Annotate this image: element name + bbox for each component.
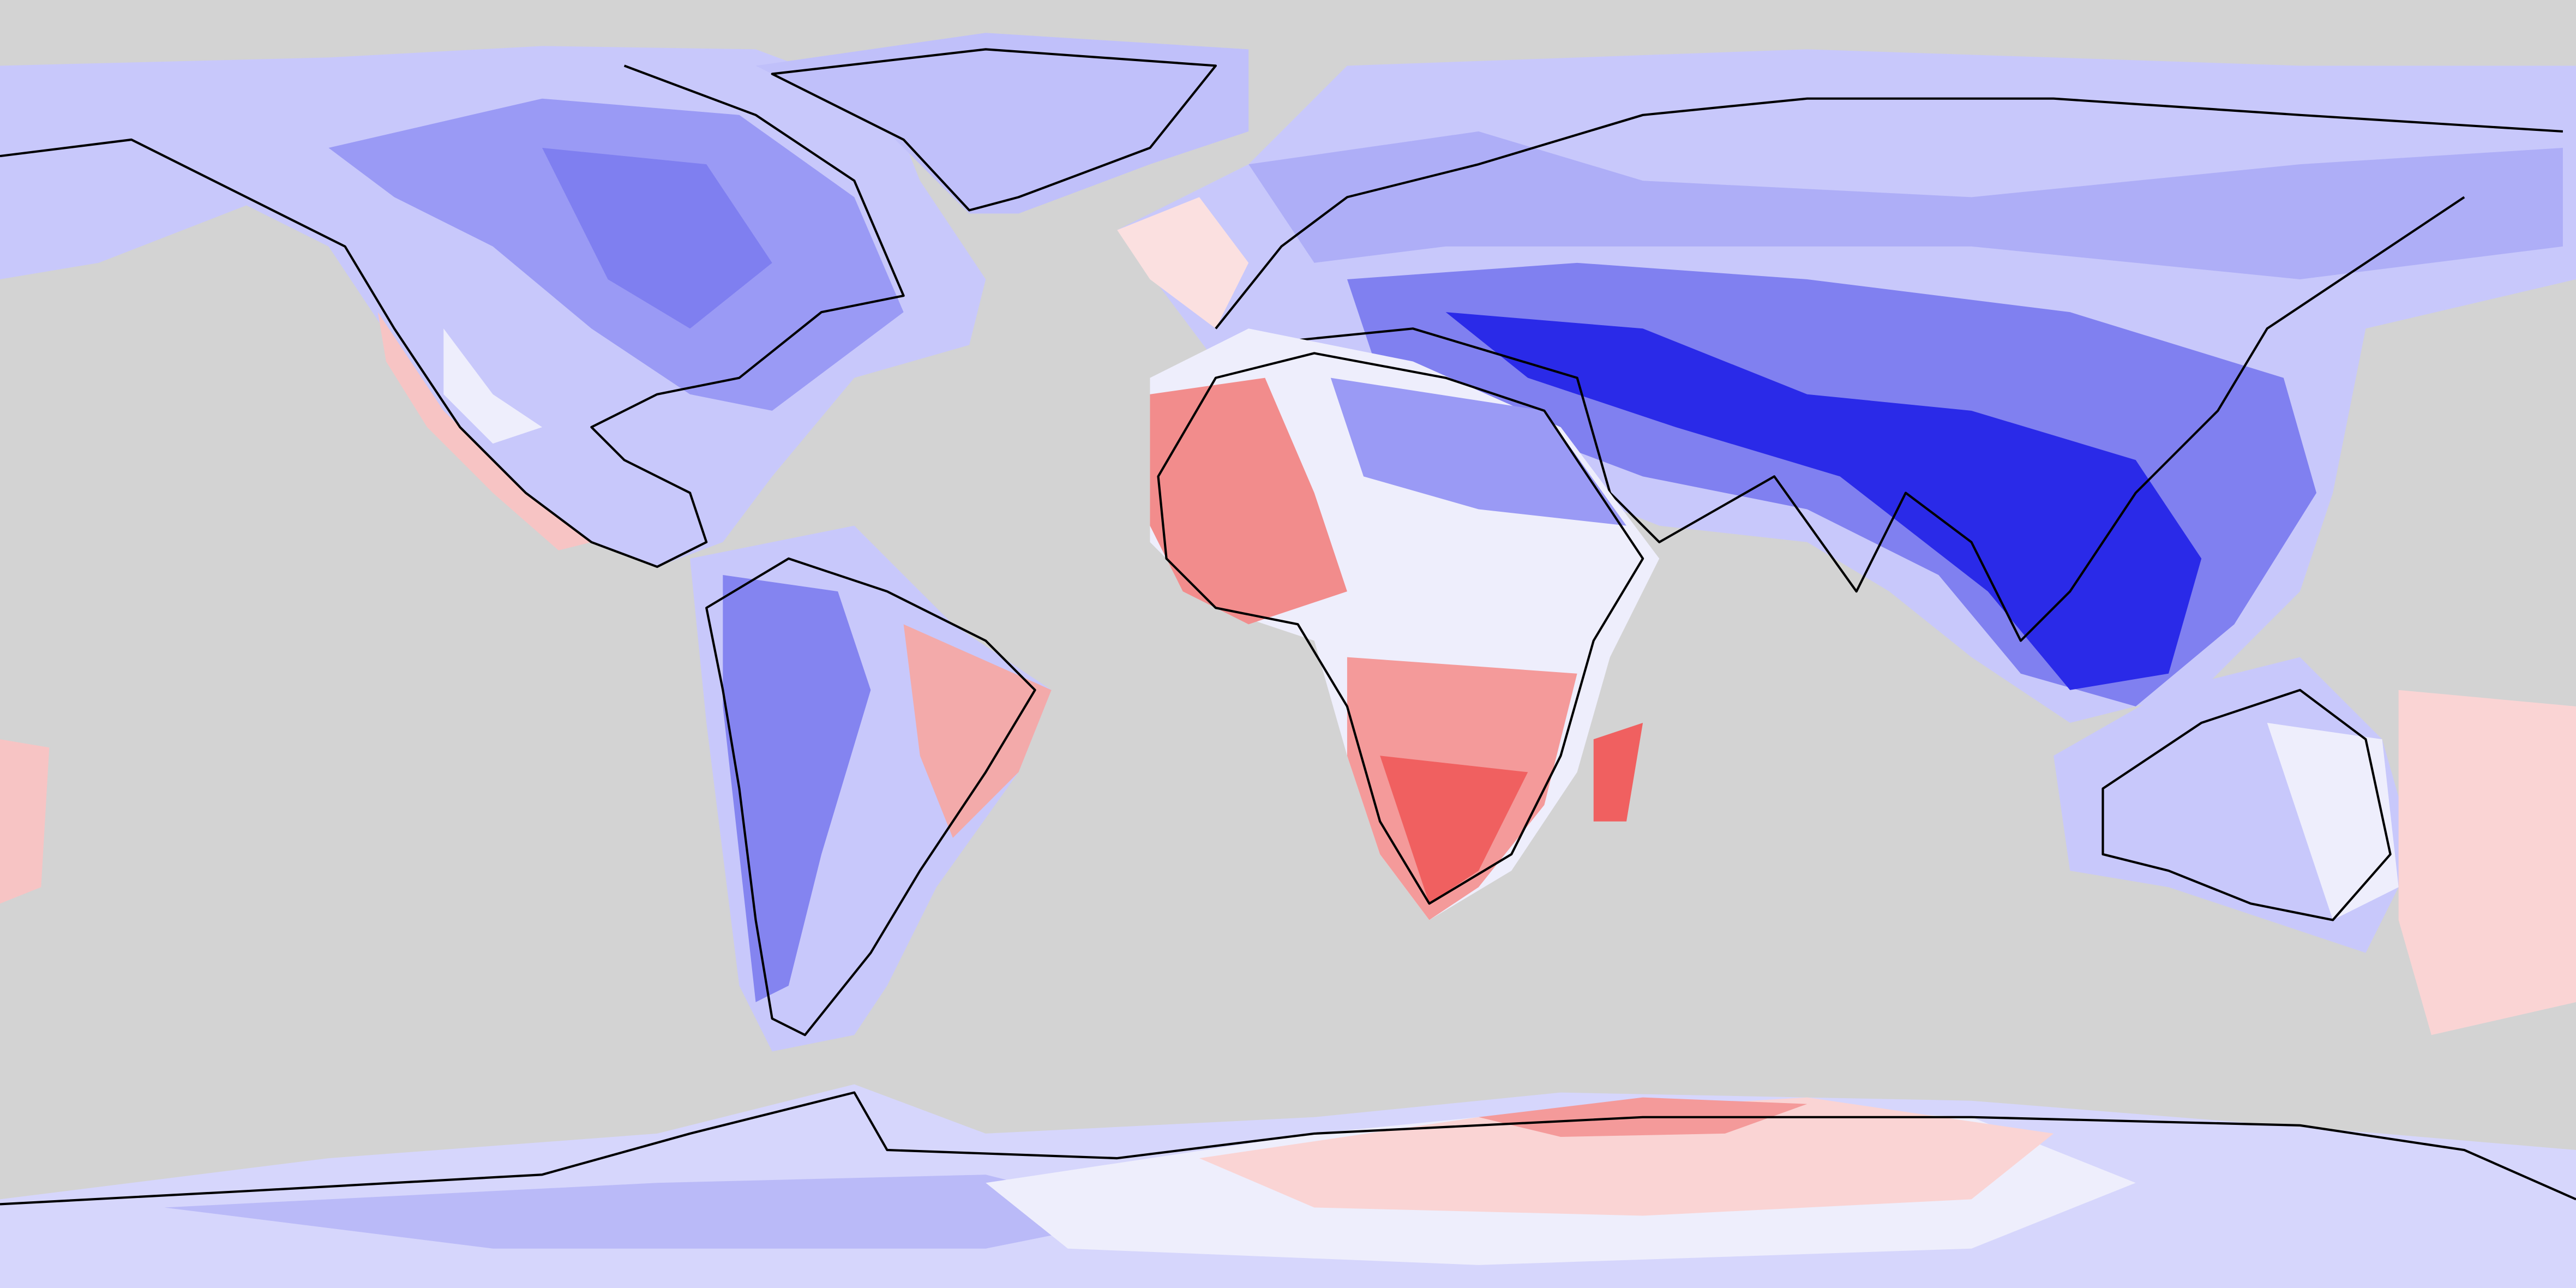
region-blue <box>1330 378 1626 526</box>
africa <box>1150 328 1660 920</box>
region-mid-blue <box>1248 131 2563 279</box>
region-light-red <box>2398 690 2576 1035</box>
region-blue <box>164 1175 1150 1249</box>
coastline <box>0 64 905 568</box>
antarctica <box>0 1084 2576 1288</box>
region-deep-red <box>1380 756 1528 904</box>
region-white <box>2267 723 2399 920</box>
region-light-red <box>0 739 50 904</box>
region-blue <box>723 575 871 1003</box>
region-white <box>443 328 542 444</box>
region-deep-blue <box>542 148 772 329</box>
region-deep-blue <box>1445 312 2202 690</box>
coastline <box>1157 352 1644 905</box>
eurasia <box>1117 49 2576 723</box>
region-light-red <box>1199 1097 2054 1216</box>
north-america <box>0 46 986 568</box>
coastline <box>2101 688 2392 921</box>
coastline <box>705 557 1036 1037</box>
coastline <box>0 1091 2576 1206</box>
coastline <box>771 48 1217 212</box>
australia <box>2053 657 2576 1035</box>
region-light-red <box>1117 197 1249 329</box>
greenland <box>755 33 1249 214</box>
coastline <box>1215 97 2563 642</box>
region-red <box>1150 378 1347 625</box>
south-america <box>690 525 1052 1052</box>
region-red <box>903 624 1052 838</box>
